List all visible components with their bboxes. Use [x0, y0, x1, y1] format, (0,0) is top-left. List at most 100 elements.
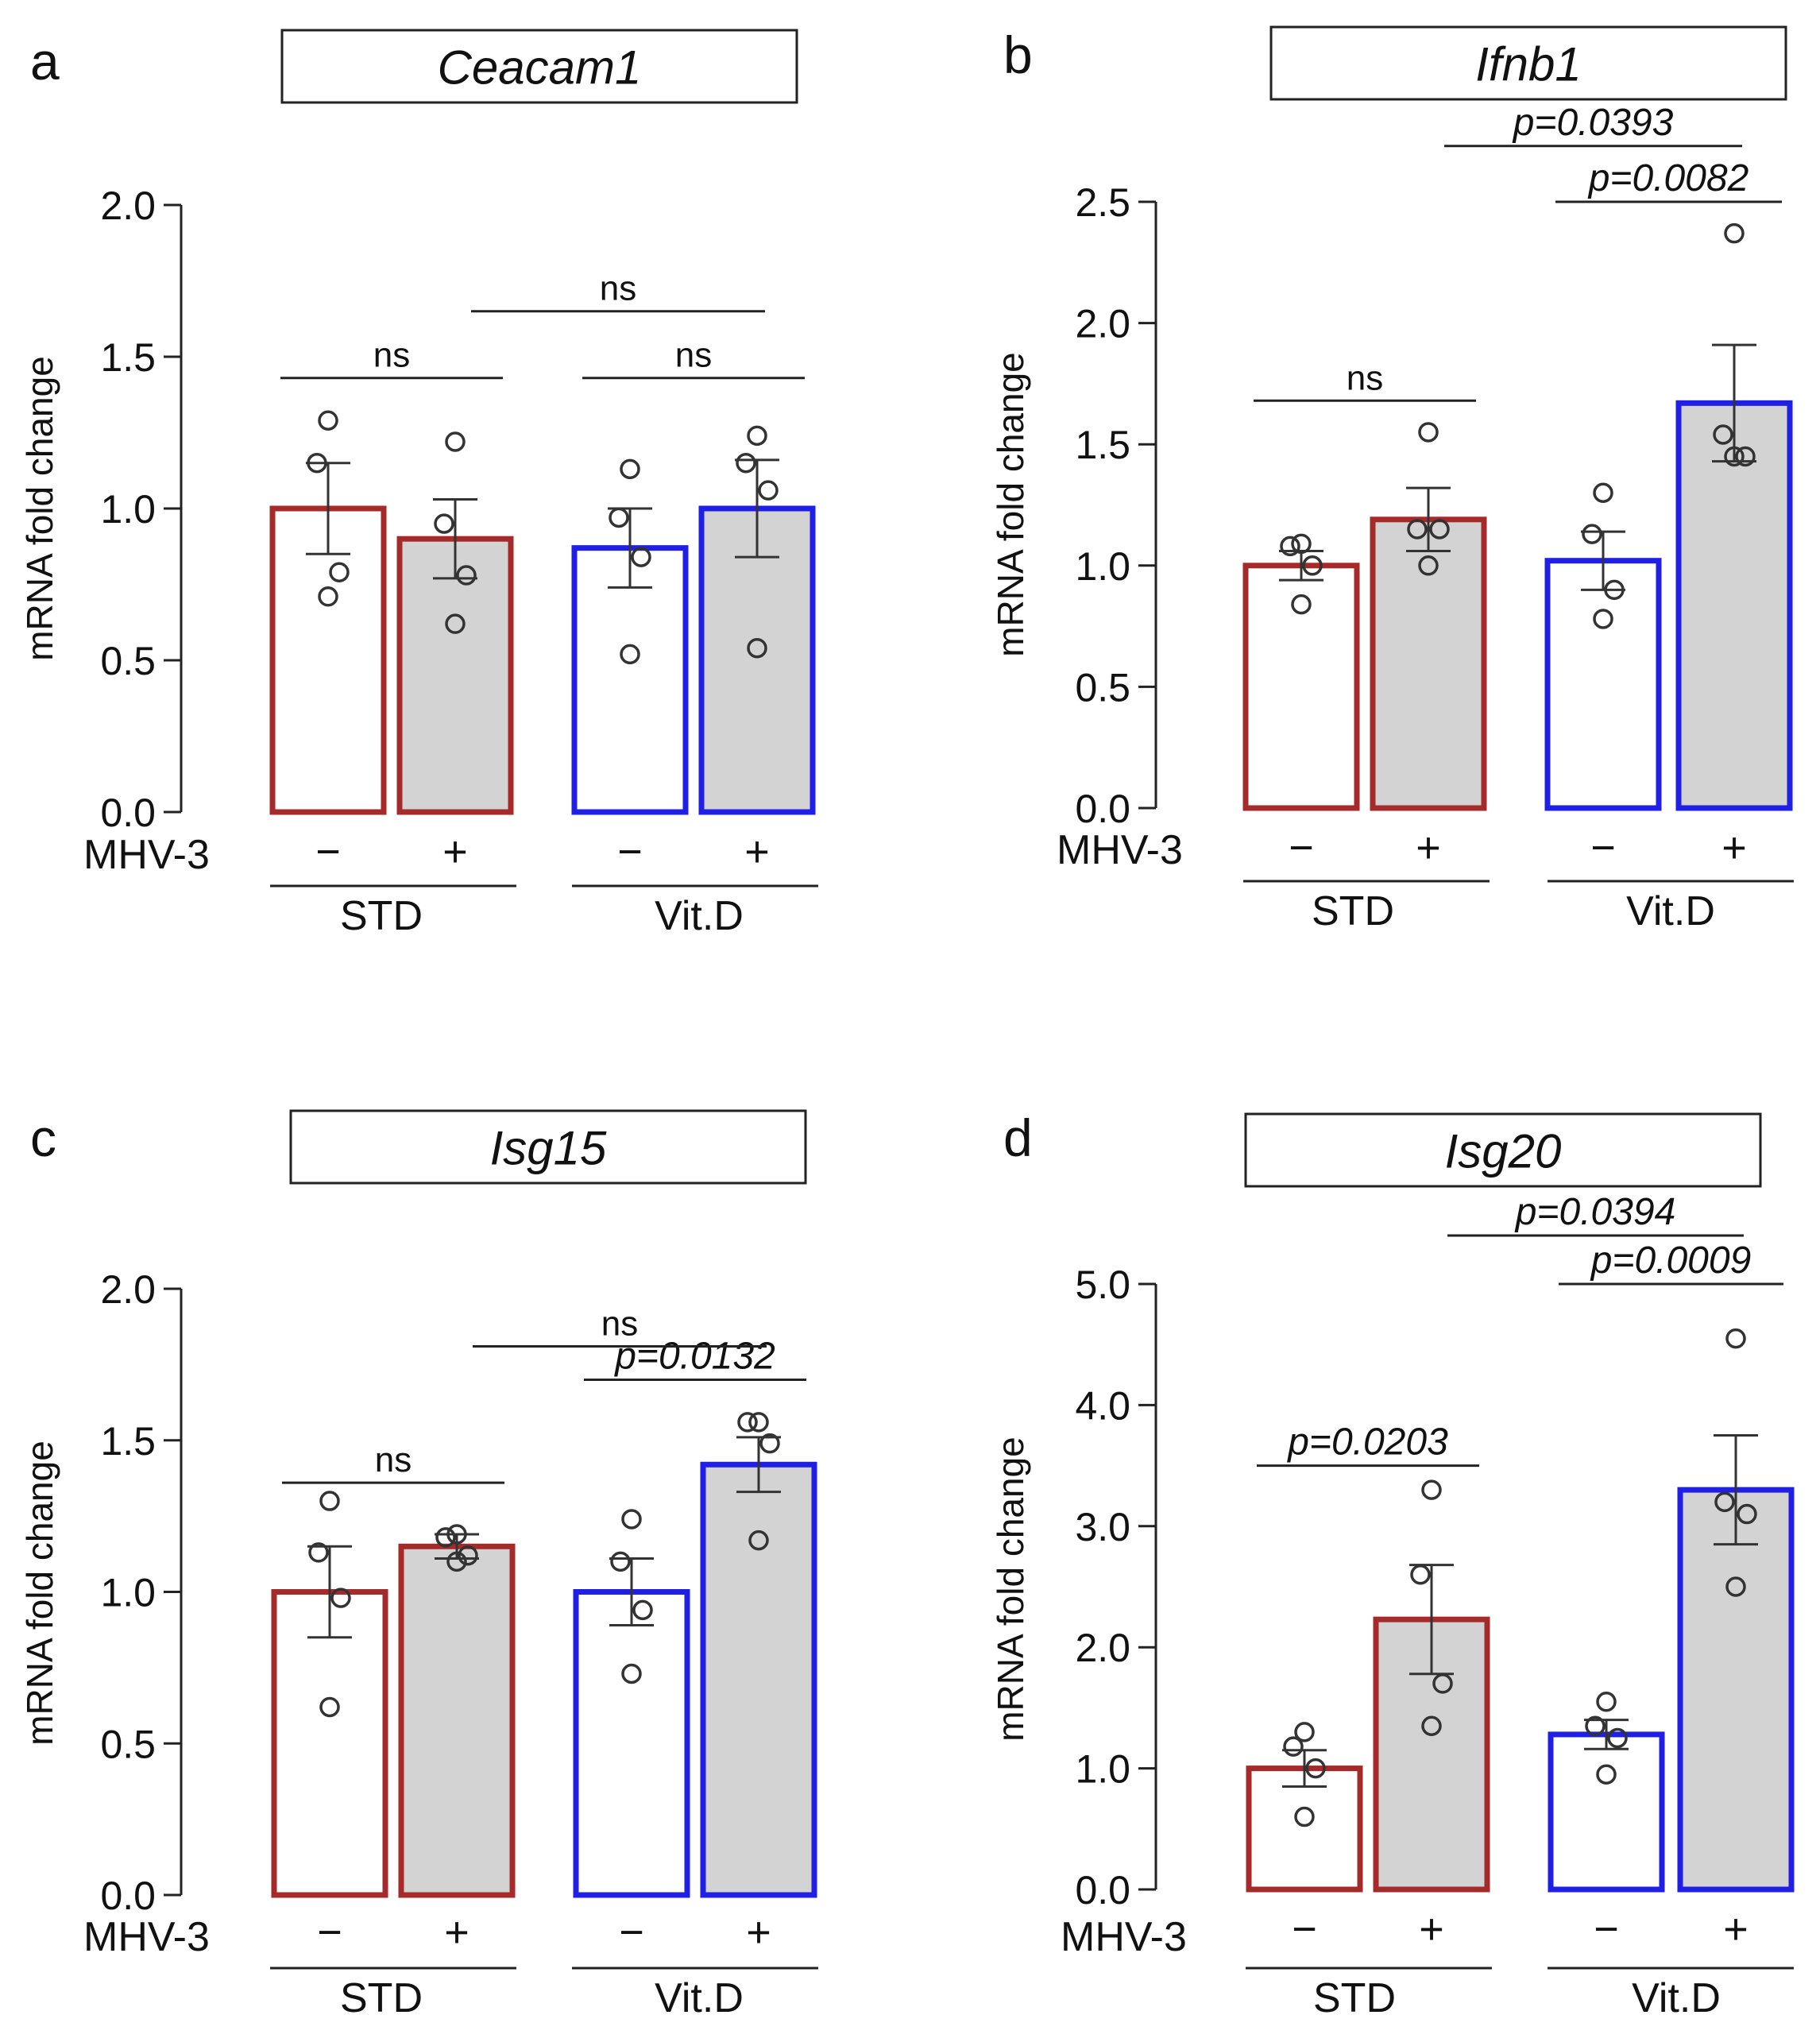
data-point [748, 1412, 769, 1433]
bar-3 [1544, 558, 1662, 811]
condition-sign: + [1723, 1905, 1749, 1953]
data-point [1421, 1479, 1442, 1500]
y-tick-label: 2.0 [100, 184, 156, 228]
bar-3 [573, 1589, 690, 1898]
data-point [1302, 555, 1323, 576]
data-point [1596, 1692, 1617, 1712]
y-tick-label: 3.0 [1075, 1505, 1130, 1549]
panel-letter: a [30, 32, 60, 91]
panel-letter: b [1003, 25, 1033, 84]
data-point [747, 425, 767, 447]
data-point [1725, 1328, 1746, 1349]
condition-sign: + [1721, 824, 1747, 872]
data-point [318, 410, 338, 431]
y-tick-label: 0.0 [1075, 1868, 1130, 1912]
condition-sign: − [1590, 824, 1616, 872]
data-point [1407, 519, 1428, 540]
data-point [1713, 424, 1733, 445]
group-label-1: STD [340, 1975, 423, 2021]
data-point [319, 1696, 340, 1718]
comparison-label: p=0.0009 [1590, 1240, 1752, 1282]
y-tick-label: 0.0 [100, 1874, 156, 1918]
condition-sign: − [1594, 1905, 1619, 1953]
data-point [621, 1509, 642, 1530]
bar-2 [1370, 516, 1487, 811]
bar-4 [1675, 400, 1793, 811]
condition-sign: − [617, 828, 643, 876]
bar-2 [398, 1543, 516, 1898]
y-tick-label: 1.5 [100, 1419, 156, 1464]
data-point [610, 1551, 631, 1572]
data-point [748, 1530, 769, 1551]
comparison-label: p=0.0394 [1514, 1191, 1676, 1233]
comparison-label: ns [600, 269, 636, 308]
data-point [456, 565, 477, 586]
bar-1 [1242, 563, 1360, 811]
group-label-2: Vit.D [655, 893, 744, 939]
data-point [1604, 579, 1625, 601]
condition-sign: − [619, 1909, 644, 1956]
data-point [1429, 519, 1450, 540]
group-label-mhv: MHV-3 [83, 1914, 210, 1960]
data-point [445, 613, 466, 634]
panel-b: b Ifnb1 0.0 0.5 1.0 1.5 2.0 2.5 mRNA fold change… [990, 25, 1794, 934]
bar-4 [698, 505, 816, 815]
data-point [631, 547, 651, 567]
data-point [1421, 1715, 1442, 1737]
bar-1 [1246, 1765, 1363, 1893]
data-point [445, 431, 466, 452]
group-label-2: Vit.D [1626, 888, 1715, 934]
y-tick-label: 2.0 [1075, 302, 1130, 346]
y-axis-label: mRNA fold change [990, 1437, 1031, 1742]
data-point [1283, 1736, 1304, 1757]
condition-sign: + [444, 1909, 469, 1956]
data-point [435, 1527, 456, 1548]
title-box [1269, 25, 1787, 101]
y-tick-label: 1.5 [1075, 423, 1130, 467]
data-point [1737, 1503, 1757, 1525]
data-point [620, 644, 640, 665]
data-point [1735, 446, 1756, 467]
condition-sign: + [442, 828, 468, 876]
y-tick-label: 1.0 [100, 487, 156, 532]
condition-sign: − [1289, 824, 1314, 872]
data-point [1280, 536, 1300, 557]
comparison-label: ns [601, 1304, 638, 1343]
data-point [318, 586, 338, 607]
y-tick-label: 0.5 [100, 1722, 156, 1766]
y-tick-label: 5.0 [1075, 1263, 1130, 1307]
data-point [1607, 1727, 1628, 1749]
group-label-2: Vit.D [655, 1975, 744, 2021]
data-point [737, 1412, 758, 1433]
title-box [1244, 1112, 1762, 1188]
condition-sign: + [1419, 1905, 1444, 1953]
data-point [1724, 222, 1745, 244]
condition-sign: + [744, 828, 770, 876]
data-point [330, 1588, 351, 1608]
data-point [1418, 422, 1439, 443]
y-tick-label: 2.5 [1075, 180, 1130, 225]
data-point [1291, 594, 1312, 615]
group-label-2: Vit.D [1632, 1975, 1721, 2021]
y-tick-label: 1.0 [1075, 544, 1130, 589]
condition-sign: − [1292, 1905, 1317, 1953]
title-box [289, 1109, 807, 1185]
group-label-mhv: MHV-3 [1057, 827, 1183, 873]
chart-title: Isg20 [1445, 1125, 1562, 1178]
data-point [458, 1545, 478, 1566]
data-point [1294, 1722, 1315, 1742]
data-point [1410, 1564, 1431, 1585]
data-point [1305, 1758, 1326, 1779]
group-label-mhv: MHV-3 [1061, 1914, 1187, 1960]
y-axis-label: mRNA fold change [19, 1441, 60, 1746]
bar-4 [1677, 1487, 1795, 1893]
y-tick-label: 1.0 [1075, 1747, 1130, 1792]
bar-1 [271, 1589, 388, 1898]
comparison-label: ns [373, 336, 410, 375]
comparison-label: ns [375, 1441, 412, 1479]
data-point [1585, 1715, 1606, 1737]
data-point [1724, 446, 1745, 467]
data-point [1294, 1806, 1315, 1827]
